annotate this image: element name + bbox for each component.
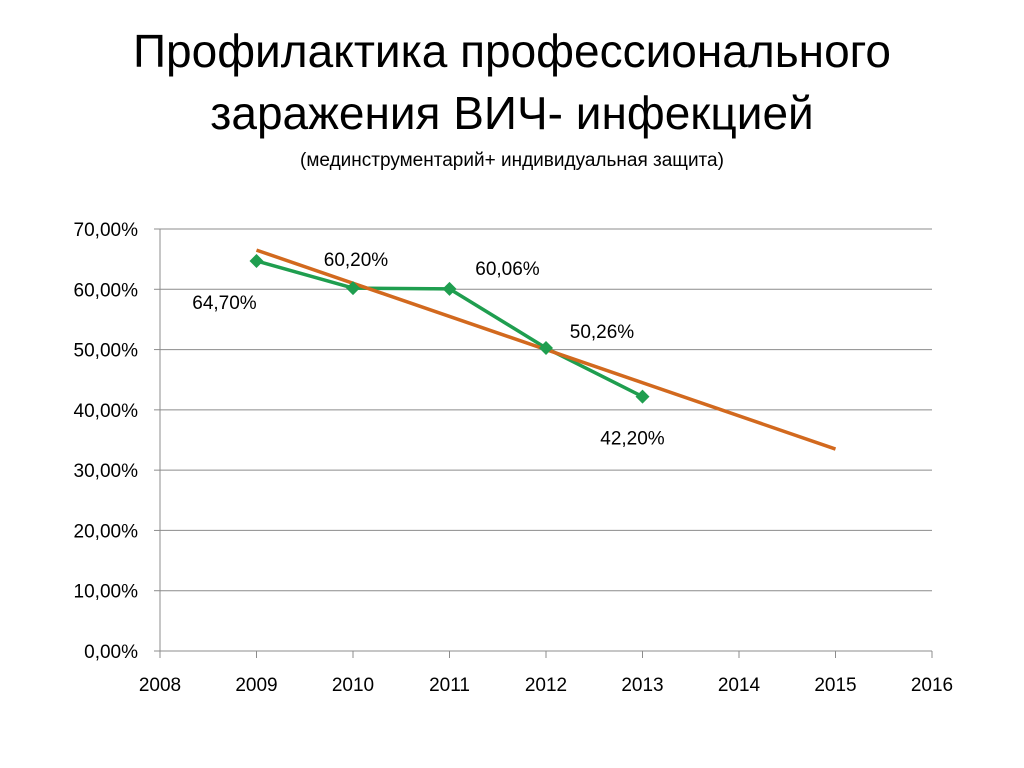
x-tick-label: 2012 xyxy=(525,675,567,696)
slide-subtitle: (мединструментарий+ индивидуальная защит… xyxy=(300,150,724,171)
x-tick-label: 2016 xyxy=(911,675,953,696)
data-point-marker xyxy=(539,341,553,356)
data-label: 60,20% xyxy=(324,250,389,271)
data-label: 42,20% xyxy=(600,429,665,450)
x-tick-label: 2010 xyxy=(332,675,374,696)
data-label: 64,70% xyxy=(192,293,257,314)
data-point-marker xyxy=(442,281,457,296)
data-point-marker xyxy=(635,389,650,404)
title-line-1: Профилактика профессионального xyxy=(132,25,891,77)
y-tick-label: 10,00% xyxy=(74,582,139,603)
data-label: 50,26% xyxy=(570,322,635,343)
x-tick-label: 2015 xyxy=(814,675,856,696)
data-point-marker xyxy=(346,281,360,296)
x-tick-label: 2011 xyxy=(429,675,470,696)
y-tick-label: 70,00% xyxy=(74,220,139,241)
y-tick-label: 50,00% xyxy=(74,341,139,362)
slide-title: Профилактика профессионального заражения… xyxy=(0,20,1024,144)
x-tick-label: 2014 xyxy=(718,675,761,696)
y-tick-label: 40,00% xyxy=(74,401,139,422)
x-tick-label: 2008 xyxy=(139,675,181,696)
y-tick-label: 20,00% xyxy=(74,521,139,542)
title-line-2: заражения ВИЧ- инфекцией xyxy=(210,87,814,139)
x-tick-label: 2009 xyxy=(235,675,277,696)
data-label: 60,06% xyxy=(475,259,540,280)
x-tick-label: 2013 xyxy=(621,675,663,696)
y-tick-label: 30,00% xyxy=(74,461,139,482)
y-tick-label: 0,00% xyxy=(84,642,138,663)
data-point-marker xyxy=(249,253,264,268)
y-tick-label: 60,00% xyxy=(74,280,139,301)
